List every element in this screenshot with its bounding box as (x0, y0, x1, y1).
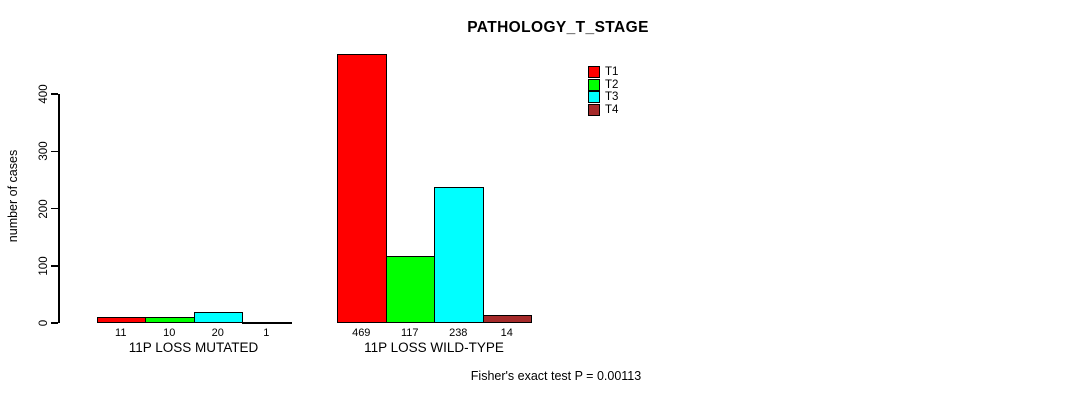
legend: T1 T2 T3 T4 (588, 66, 619, 117)
bar-t1-wild-type (337, 54, 387, 323)
y-axis-tick (51, 93, 58, 95)
legend-label: T3 (605, 91, 619, 104)
y-axis-tick-label: 200 (38, 198, 50, 219)
bar-value-label: 20 (211, 327, 224, 339)
legend-label: T4 (605, 104, 619, 117)
legend-item-t3: T3 (588, 91, 618, 104)
bar-value-label: 238 (449, 327, 468, 339)
y-axis-tick (51, 207, 58, 210)
bar-value-label: 14 (500, 327, 513, 339)
bar-value-label: 469 (352, 327, 371, 339)
category-label: 11P LOSS MUTATED (128, 340, 259, 355)
legend-swatch-t2 (588, 78, 600, 91)
bar-value-label: 117 (400, 327, 419, 339)
bar-t3-wild-type (434, 186, 484, 323)
y-axis-tick (51, 265, 58, 267)
y-axis-tick-label: 100 (38, 256, 50, 276)
y-axis-label: number of cases (6, 149, 20, 243)
bar-t3-mutated (193, 311, 243, 323)
bar-t2-mutated (145, 317, 195, 323)
y-axis-tick-label: 300 (38, 141, 50, 161)
bar-value-label: 10 (163, 327, 176, 339)
chart-title: PATHOLOGY_T_STAGE (467, 19, 649, 36)
y-axis-tick (51, 322, 58, 324)
legend-item-t2: T2 (588, 78, 619, 92)
annotation-fisher-test: Fisher's exact test P = 0.00113 (470, 369, 642, 383)
legend-swatch-t3 (588, 91, 600, 104)
legend-swatch-t1 (588, 66, 600, 79)
y-axis-tick-label: 400 (38, 84, 50, 104)
bar-value-label: 1 (263, 327, 270, 339)
legend-item-t4: T4 (588, 104, 618, 117)
bar-t4-mutated (242, 322, 292, 324)
category-label: 11P LOSS WILD-TYPE (364, 340, 504, 355)
bar-t1-mutated (96, 316, 146, 323)
bar-t4-wild-type (482, 314, 532, 323)
y-axis-line (58, 94, 60, 323)
legend-swatch-t4 (588, 104, 600, 117)
y-axis-tick-label: 0 (38, 319, 50, 327)
bar-value-label: 11 (115, 327, 127, 339)
bar-t2-wild-type (385, 256, 435, 323)
legend-label: T1 (605, 66, 619, 79)
y-axis-tick (51, 150, 58, 152)
legend-label: T2 (605, 78, 619, 91)
legend-item-t1: T1 (588, 66, 618, 79)
